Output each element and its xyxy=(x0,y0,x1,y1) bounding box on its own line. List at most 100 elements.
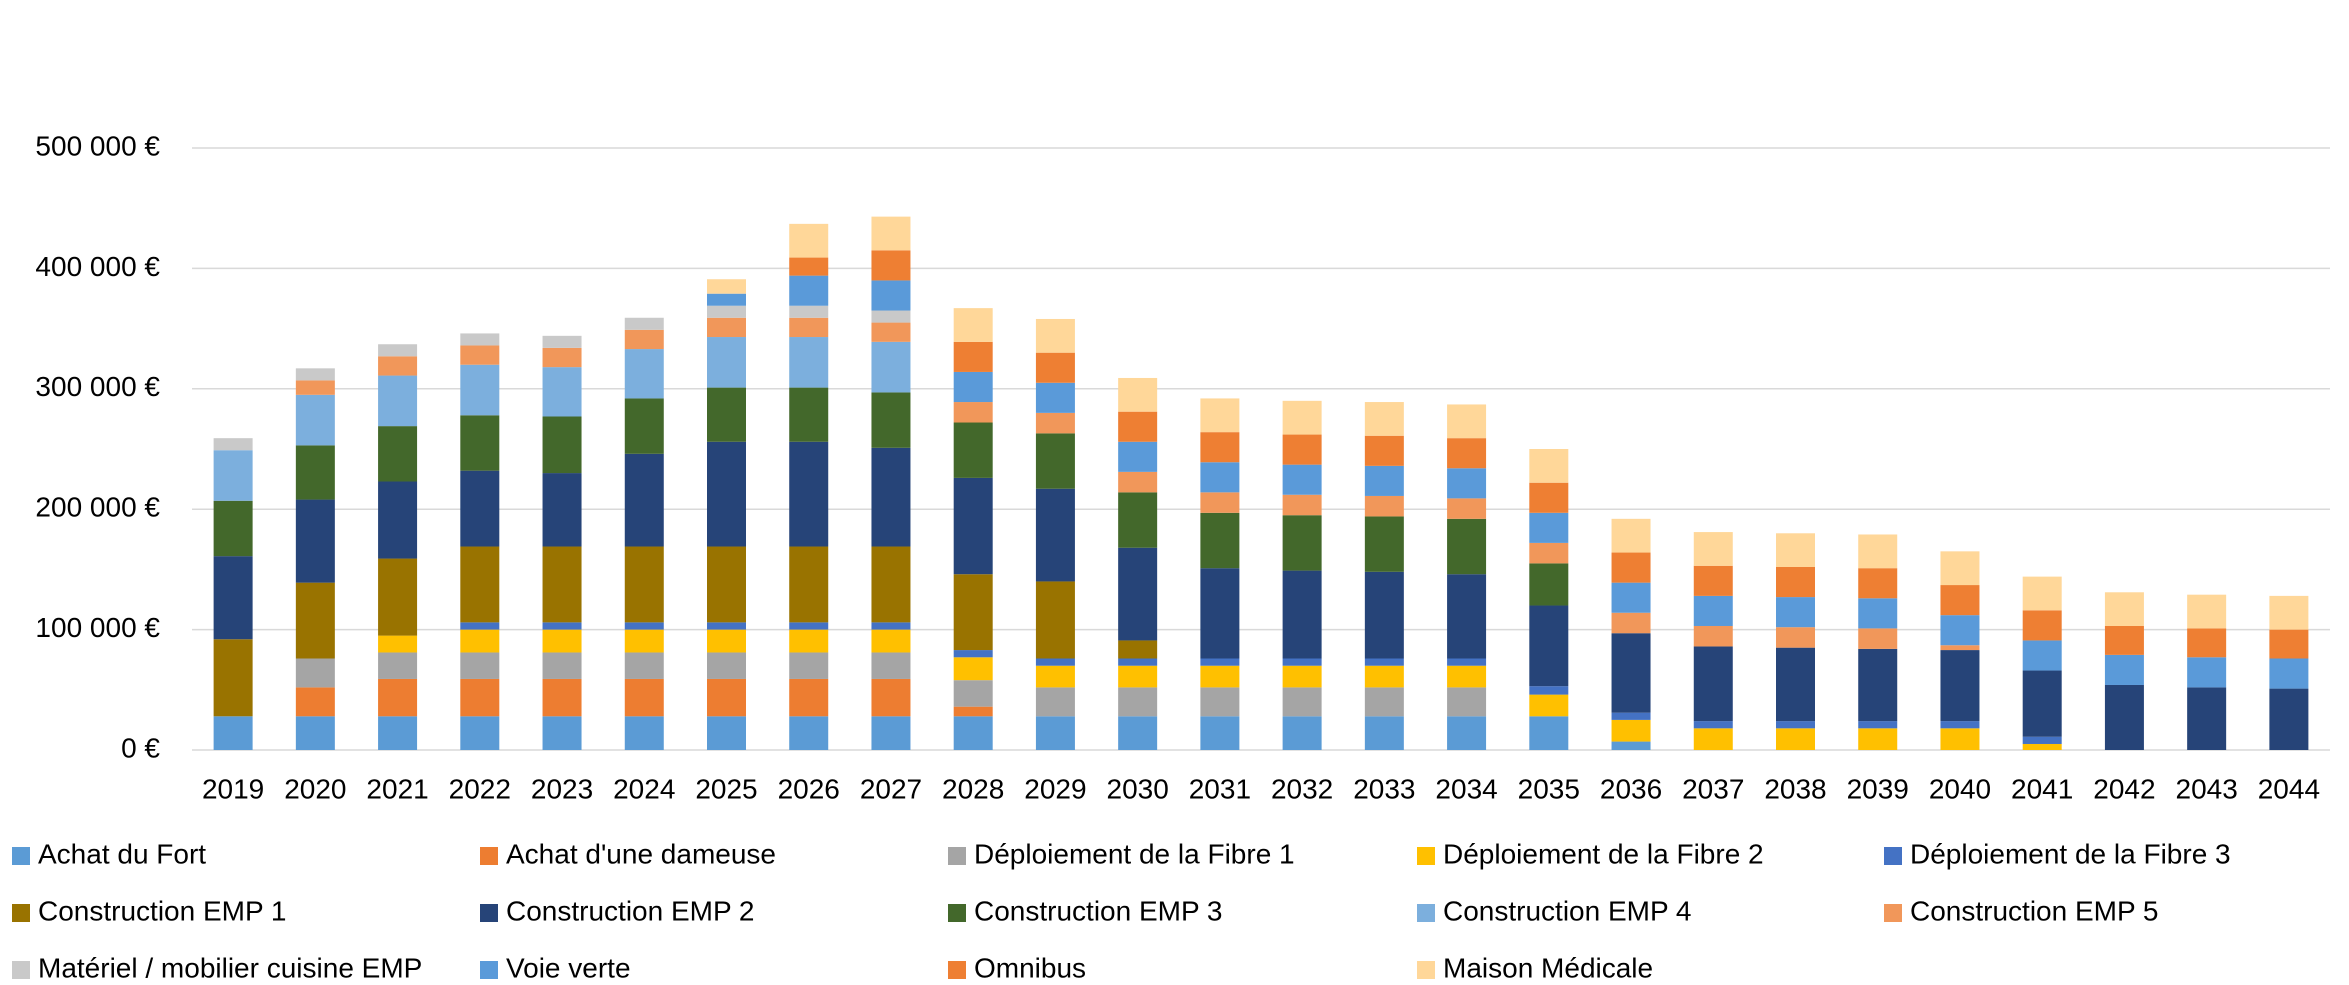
x-tick-label: 2038 xyxy=(1764,773,1826,804)
bar-segment xyxy=(378,426,418,482)
bar-segment xyxy=(953,716,993,750)
bar-segment xyxy=(542,473,582,547)
bar-segment xyxy=(1118,492,1158,548)
legend-label: Voie verte xyxy=(506,952,631,983)
bar-segment xyxy=(624,317,664,330)
bar-segment xyxy=(707,387,746,442)
bar-segment xyxy=(1529,449,1569,483)
bar-segment xyxy=(1035,665,1075,688)
bar-segment xyxy=(1529,482,1569,513)
bar-segment xyxy=(295,445,335,500)
bar-segment xyxy=(1364,665,1404,688)
y-tick-label: 100 000 € xyxy=(35,612,160,643)
bar-segment xyxy=(1282,665,1322,688)
bar-segment xyxy=(624,349,664,399)
bar-segment xyxy=(871,310,911,323)
bar-segment xyxy=(624,652,664,679)
bar-segment xyxy=(953,402,993,423)
x-tick-label: 2036 xyxy=(1600,773,1662,804)
bar-segment xyxy=(460,364,500,416)
bar-segment xyxy=(2187,657,2227,688)
bar-segment xyxy=(295,582,335,659)
bar-segment xyxy=(1118,665,1158,688)
bar-segment xyxy=(707,293,746,306)
bar-segment xyxy=(1776,647,1815,722)
bar-segment xyxy=(953,650,993,658)
bar-segment xyxy=(1447,498,1487,519)
bar-segment xyxy=(213,556,253,640)
bar-segment xyxy=(1035,412,1075,434)
bar-segment xyxy=(295,499,335,583)
bar-segment xyxy=(378,344,418,357)
x-tick-label: 2021 xyxy=(366,773,428,804)
legend-swatch xyxy=(12,847,30,865)
bar-segment xyxy=(1364,687,1404,717)
x-tick-label: 2028 xyxy=(942,773,1004,804)
bar-segment xyxy=(1858,628,1898,649)
bar-segment xyxy=(953,371,993,403)
x-tick-label: 2031 xyxy=(1189,773,1251,804)
bar-segment xyxy=(789,337,829,388)
bar-segment xyxy=(2269,629,2309,659)
bar-segment xyxy=(1364,402,1404,436)
bar-segment xyxy=(1200,568,1240,659)
bar-segment xyxy=(707,441,746,547)
bar-segment xyxy=(2022,736,2062,744)
bar-segment xyxy=(1529,716,1569,750)
bar-segment xyxy=(2269,688,2309,750)
bar-segment xyxy=(953,341,993,372)
bar-segment xyxy=(1611,719,1651,742)
bar-segment xyxy=(1035,382,1075,413)
legend-label: Construction EMP 1 xyxy=(38,895,287,926)
x-tick-label: 2039 xyxy=(1847,773,1909,804)
bar-segment xyxy=(460,622,500,630)
bar-segment xyxy=(1118,547,1158,641)
bar-segment xyxy=(624,678,664,717)
bar-segment xyxy=(542,629,582,653)
bar-segment xyxy=(460,470,500,547)
bar-segment xyxy=(1776,597,1815,628)
bar-segment xyxy=(1611,552,1651,583)
bar-segment xyxy=(953,706,993,717)
bar-segment xyxy=(2022,576,2062,611)
legend-swatch xyxy=(948,847,966,865)
bar-segment xyxy=(1035,658,1075,666)
bar-segment xyxy=(460,629,500,653)
bar-segment xyxy=(460,345,500,365)
bar-segment xyxy=(1776,728,1815,750)
bar-segment xyxy=(1364,435,1404,466)
bar-segment xyxy=(1035,581,1075,659)
bar-segment xyxy=(953,308,993,342)
x-tick-label: 2023 xyxy=(531,773,593,804)
bar-segment xyxy=(789,387,829,442)
bar-segment xyxy=(295,380,335,395)
legend-label: Déploiement de la Fibre 3 xyxy=(1910,838,2231,869)
bar-segment xyxy=(624,329,664,350)
bar-segment xyxy=(624,546,664,623)
bar-segment xyxy=(1035,318,1075,353)
bar-segment xyxy=(1282,716,1322,750)
bar-segment xyxy=(295,658,335,688)
bar-segment xyxy=(789,223,829,258)
bar-segment xyxy=(2269,658,2309,689)
bar-segment xyxy=(1776,566,1815,598)
bar-segment xyxy=(707,678,746,717)
bar-segment xyxy=(1447,468,1487,499)
bar-segment xyxy=(1858,648,1898,722)
legend-swatch xyxy=(1417,904,1435,922)
bar-segment xyxy=(2187,594,2227,629)
bar-segment xyxy=(1611,633,1651,713)
bar-segment xyxy=(1200,398,1240,433)
x-tick-label: 2037 xyxy=(1682,773,1744,804)
bar-segment xyxy=(1035,352,1075,383)
bar-segment xyxy=(1364,571,1404,659)
legend-swatch xyxy=(1884,904,1902,922)
legend-label: Omnibus xyxy=(974,952,1086,983)
bar-segment xyxy=(707,622,746,630)
bar-segment xyxy=(1858,598,1898,629)
x-tick-label: 2035 xyxy=(1518,773,1580,804)
bar-segment xyxy=(1118,687,1158,717)
bar-segment xyxy=(2104,592,2144,626)
legend-swatch xyxy=(948,904,966,922)
